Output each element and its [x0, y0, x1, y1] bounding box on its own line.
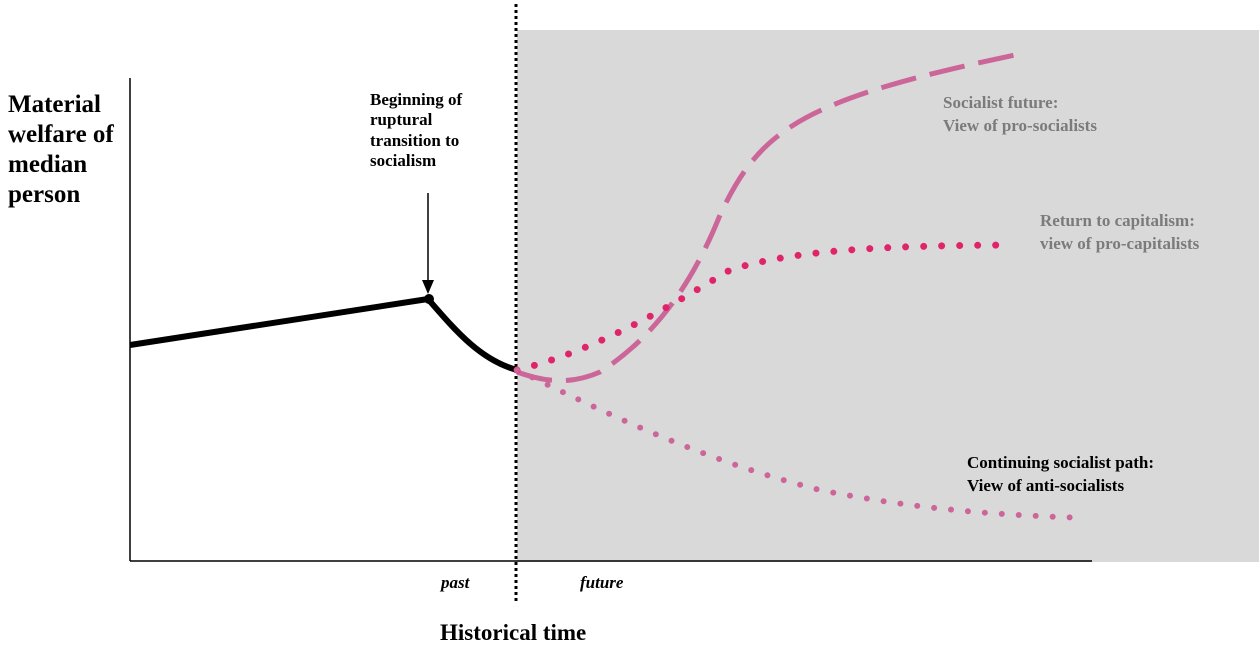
- tick-past: past: [441, 573, 470, 592]
- history-path: [129, 295, 518, 373]
- continuing-socialist-curve: [514, 367, 1088, 521]
- tick-future: future: [580, 573, 624, 592]
- callout-arrowhead: [422, 280, 434, 294]
- transition-point: [424, 294, 434, 304]
- continuing-socialist-label: Continuing socialist path: View of anti-…: [967, 453, 1155, 495]
- socialist-future-label: Socialist future: View of pro-socialists: [943, 93, 1097, 135]
- socialist-future-curve: [516, 52, 1016, 384]
- future-shade: [517, 30, 1259, 562]
- transition-callout: Beginning of ruptural transition to soci…: [370, 90, 463, 171]
- return-to-capitalism-curve: [513, 241, 1009, 374]
- y-axis-label: Material welfare of median person: [8, 91, 114, 208]
- x-axis-label: Historical time: [440, 620, 587, 645]
- return-to-capitalism-label: Return to capitalism: view of pro-capita…: [1040, 211, 1200, 253]
